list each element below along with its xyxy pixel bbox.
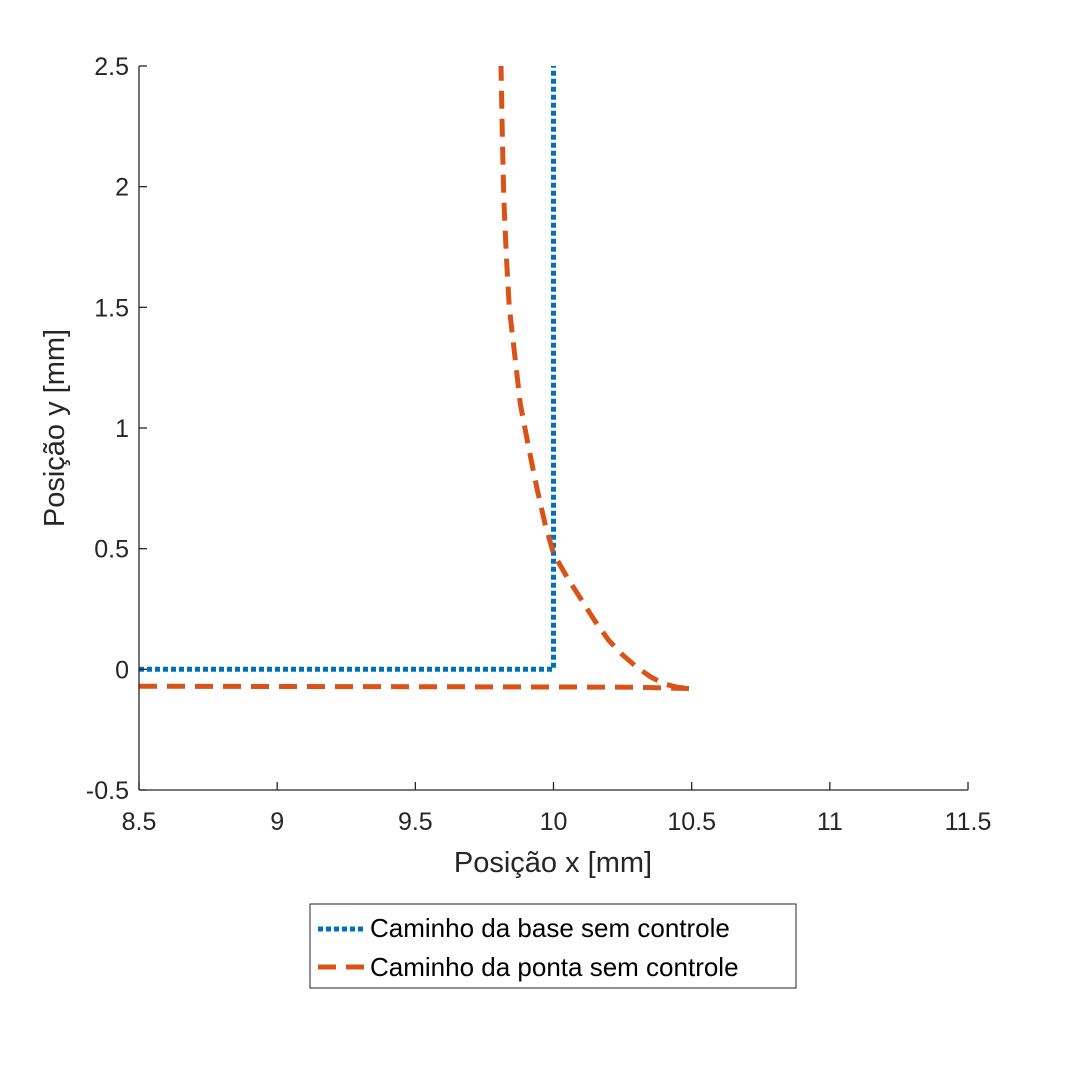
series-line-tip bbox=[139, 66, 695, 692]
y-tick-label: 0.5 bbox=[94, 536, 129, 564]
x-axis-label: Posição x [mm] bbox=[454, 847, 652, 879]
series-line-base bbox=[139, 66, 556, 672]
y-tick-label: 0 bbox=[115, 656, 129, 684]
tick-layer: 8.5 9 9.5 10 10.5 11 11.5-0.500.511.522.5 bbox=[86, 53, 992, 836]
x-tick-label: 10.5 bbox=[667, 808, 716, 836]
y-tick-label: 2.5 bbox=[94, 53, 129, 81]
y-tick-label: -0.5 bbox=[86, 777, 129, 805]
legend-label-base: Caminho da base sem controle bbox=[370, 913, 730, 943]
y-tick-label: 2 bbox=[115, 174, 129, 202]
legend-label-tip: Caminho da ponta sem controle bbox=[370, 952, 739, 982]
y-axis-label: Posição y [mm] bbox=[39, 329, 71, 527]
y-tick-label: 1 bbox=[115, 415, 129, 443]
x-tick-label: 11 bbox=[817, 808, 843, 836]
legend-box bbox=[309, 903, 797, 989]
x-tick-label: 9.5 bbox=[398, 808, 433, 836]
x-tick-label: 10 bbox=[540, 808, 568, 836]
y-tick-label: 1.5 bbox=[94, 294, 129, 322]
x-tick-label: 11.5 bbox=[945, 808, 992, 836]
legend: Caminho da base sem controle Caminho da … bbox=[309, 903, 797, 989]
series-layer bbox=[139, 66, 695, 692]
x-tick-label: 8.5 bbox=[122, 808, 157, 836]
x-tick-label: 9 bbox=[270, 808, 284, 836]
